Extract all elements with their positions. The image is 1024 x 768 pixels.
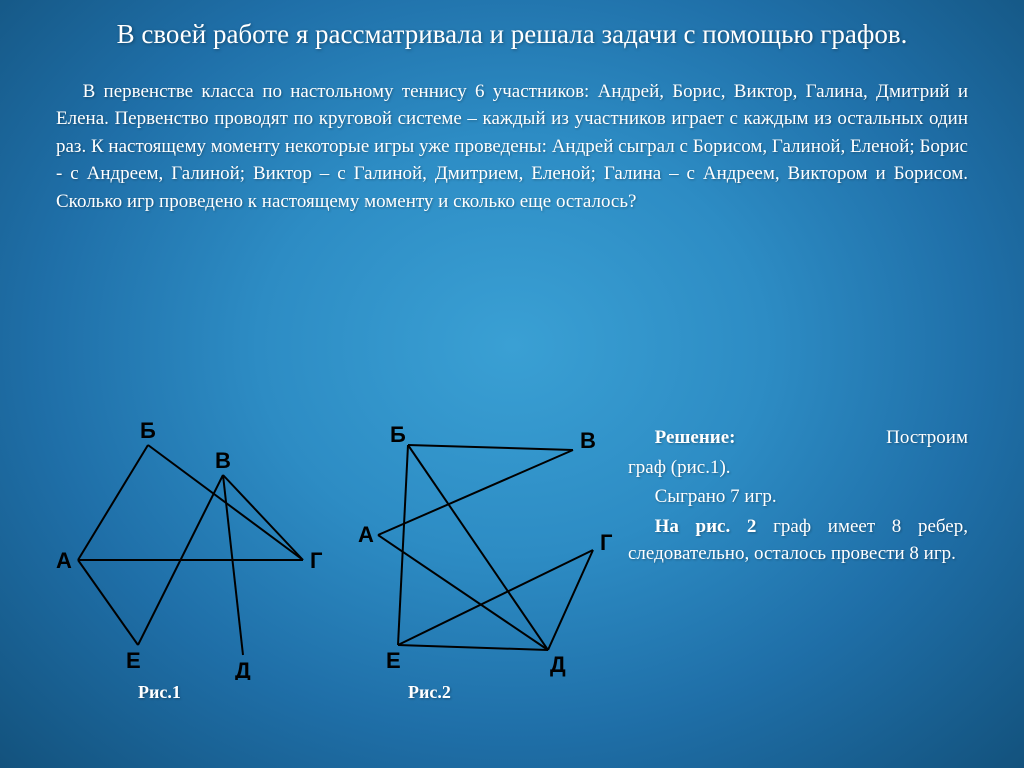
solution-line1-tail: Построим [860,424,968,452]
caption-fig1: Рис.1 [138,682,181,703]
solution-line2: граф (рис.1). [628,454,968,482]
lower-region: А Б В Г Д Е А Б В Г Д Е Рис.1 Рис.2 Решение: Постр… [0,420,1024,750]
graphs-container: А Б В Г Д Е А Б В Г Д Е Рис.1 Рис.2 [48,420,608,720]
svg-text:Г: Г [310,548,323,573]
problem-text: В первенстве класса по настольному тенни… [0,60,1024,216]
svg-text:А: А [56,548,72,573]
svg-text:Д: Д [235,658,251,680]
solution-label: Решение: [628,424,736,452]
svg-text:Е: Е [126,648,141,673]
svg-text:Е: Е [386,648,401,673]
graph-2: А Б В Г Д Е [328,420,628,680]
svg-text:В: В [580,428,596,453]
graph-1: А Б В Г Д Е [48,420,328,680]
solution-line3: Сыграно 7 игр. [628,483,968,511]
caption-fig2: Рис.2 [408,682,451,703]
solution-line4-head: На рис. 2 [655,516,757,537]
svg-text:А: А [358,522,374,547]
slide-title: В своей работе я рассматривала и решала … [0,0,1024,60]
solution-text: Решение: Построим граф (рис.1). Сыграно … [628,424,968,570]
svg-text:Б: Б [390,422,406,447]
svg-text:Б: Б [140,420,156,443]
svg-text:В: В [215,448,231,473]
svg-text:Д: Д [550,652,566,677]
svg-text:Г: Г [600,530,613,555]
